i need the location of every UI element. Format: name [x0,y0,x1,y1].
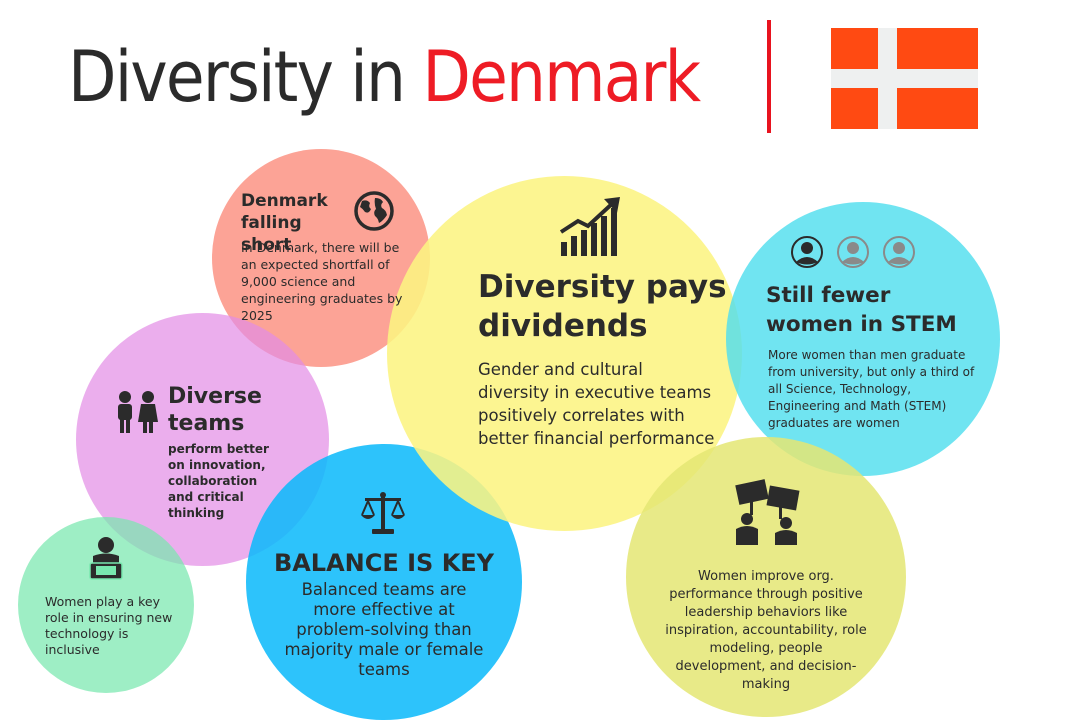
dividends-title: Diversity pays dividends [478,268,728,346]
title-part-1: Diversity in [68,36,423,118]
technology-body: Women play a key role in ensuring new te… [45,594,173,657]
stem-body: More women than men graduate from univer… [768,348,975,430]
protest-signs-icon [735,479,800,545]
balance-title: BALANCE IS KEY [273,549,495,577]
children-icon [118,391,158,433]
flag-denmark [831,28,978,129]
stem-title-line1: Still fewer [766,283,891,308]
page-title: Diversity in Denmark [68,36,701,118]
diverse-teams-title-line2: teams [168,411,245,436]
scales-icon [361,492,405,534]
dividends-title-line1: Diversity pays [478,269,727,305]
person-laptop-icon [89,537,123,580]
balance-body: Balanced teams are more effective at pro… [284,580,484,679]
diverse-teams-body: perform better on innovation, collaborat… [168,442,269,520]
bubble-leadership [626,437,906,717]
stem-title-line2: women in STEM [766,312,957,337]
diverse-teams-title-line1: Diverse [168,384,262,409]
globe-icon [354,191,394,231]
diverse-teams-title: Diverse teams [168,383,278,437]
falling-short-title: Denmark falling short [241,190,351,256]
title-divider [767,20,771,133]
falling-short-title-line1: Denmark [241,191,328,211]
title-part-2: Denmark [422,36,701,118]
dividends-title-line2: dividends [478,308,648,344]
stem-title: Still fewer women in STEM [766,281,966,339]
bubble-stem [726,202,1000,476]
falling-short-body: In Denmark, there will be an expected sh… [241,240,403,323]
dividends-body: Gender and cultural diversity in executi… [478,360,715,448]
leadership-body: Women improve org. performance through p… [665,569,867,692]
falling-short-title-line2: falling short [241,213,302,255]
rising-bars-chart-icon [559,197,620,256]
women-avatars-icon [791,236,915,268]
